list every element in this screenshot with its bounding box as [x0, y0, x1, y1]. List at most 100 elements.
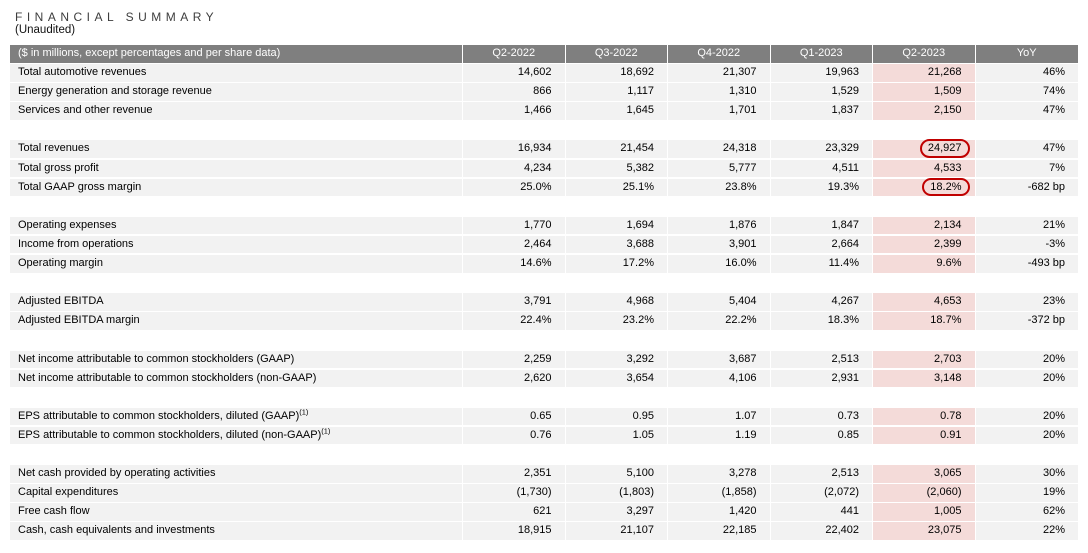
cell-q4-2022: 1,701 [668, 102, 771, 120]
row-label: Services and other revenue [10, 102, 463, 120]
cell-q3-2022: 5,100 [565, 465, 668, 483]
column-header-q2-2023: Q2-2023 [873, 45, 976, 63]
group-spacer [10, 446, 1078, 464]
cell-q1-2023: 441 [770, 503, 873, 521]
column-header-q1-2023: Q1-2023 [770, 45, 873, 63]
cell-q2-2023: 18.7% [873, 312, 976, 330]
table-body: Total automotive revenues 14,602 18,692 21,… [10, 64, 1078, 540]
cell-q4-2022: 4,106 [668, 369, 771, 388]
cell-yoy: -372 bp [975, 312, 1078, 330]
row-label: Net cash provided by operating activitie… [10, 465, 463, 483]
cell-q4-2022: (1,858) [668, 484, 771, 502]
cell-q2-2022: 22.4% [463, 312, 566, 330]
cell-q1-2023: 0.73 [770, 407, 873, 426]
row-label: Energy generation and storage revenue [10, 83, 463, 101]
cell-q4-2022: 1.19 [668, 426, 771, 445]
cell-q2-2022: 2,464 [463, 235, 566, 254]
cell-q1-2023: 4,267 [770, 293, 873, 311]
row-label: Capital expenditures [10, 484, 463, 502]
cell-q1-2023: 1,529 [770, 83, 873, 101]
cell-q3-2022: 25.1% [565, 178, 668, 197]
row-label: Adjusted EBITDA [10, 293, 463, 311]
cell-q2-2023: 2,150 [873, 102, 976, 120]
row-label: Free cash flow [10, 503, 463, 521]
table-row: Total automotive revenues 14,602 18,692 21,… [10, 64, 1078, 82]
cell-yoy: 20% [975, 350, 1078, 368]
row-label: Net income attributable to common stockh… [10, 350, 463, 368]
table-row: Cash, cash equivalents and investments 18… [10, 522, 1078, 540]
cell-q2-2022: 14,602 [463, 64, 566, 82]
page-subtitle: (Unaudited) [15, 24, 76, 36]
cell-q3-2022: 3,688 [565, 235, 668, 254]
cell-q2-2023: 18.2% [873, 177, 976, 197]
cell-q2-2022: 25.0% [463, 178, 566, 197]
cell-q2-2023: 3,148 [873, 369, 976, 388]
financial-summary-table: ($ in millions, except percentages and p… [10, 45, 1078, 541]
cell-yoy: -3% [975, 235, 1078, 254]
cell-q2-2022: 14.6% [463, 255, 566, 273]
cell-q4-2022: 21,307 [668, 64, 771, 82]
cell-yoy: 23% [975, 293, 1078, 311]
table-row: Operating expenses 1,770 1,694 1,876 1,847 2,… [10, 216, 1078, 235]
cell-q3-2022: 17.2% [565, 255, 668, 273]
cell-yoy: 20% [975, 407, 1078, 426]
cell-q3-2022: 4,968 [565, 293, 668, 311]
cell-q2-2023: 2,703 [873, 350, 976, 368]
cell-q2-2022: 3,791 [463, 293, 566, 311]
row-label: Total automotive revenues [10, 64, 463, 82]
column-header-q4-2022: Q4-2022 [668, 45, 771, 63]
table-row: Total gross profit 4,234 5,382 5,777 4,511 4,… [10, 159, 1078, 178]
cell-yoy: 47% [975, 102, 1078, 120]
cell-q3-2022: 3,654 [565, 369, 668, 388]
table-row: Operating margin 14.6% 17.2% 16.0% 11.4% 9.6%… [10, 255, 1078, 273]
group-spacer [10, 274, 1078, 292]
table-row: Income from operations 2,464 3,688 3,901 2,6… [10, 235, 1078, 254]
row-label: Operating margin [10, 255, 463, 273]
cell-q2-2023: 3,065 [873, 465, 976, 483]
cell-q3-2022: 1,645 [565, 102, 668, 120]
column-header-q2-2022: Q2-2022 [463, 45, 566, 63]
cell-yoy: 7% [975, 159, 1078, 178]
cell-q1-2023: 2,664 [770, 235, 873, 254]
cell-q4-2022: 1,876 [668, 216, 771, 235]
cell-q1-2023: 2,513 [770, 465, 873, 483]
cell-yoy: 20% [975, 426, 1078, 445]
row-label: Total gross profit [10, 159, 463, 178]
cell-q3-2022: 21,107 [565, 522, 668, 540]
cell-q1-2023: 22,402 [770, 522, 873, 540]
cell-q3-2022: 0.95 [565, 407, 668, 426]
table-row: Net cash provided by operating activitie… [10, 465, 1078, 483]
cell-q2-2023: 4,533 [873, 159, 976, 178]
cell-q3-2022: 1.05 [565, 426, 668, 445]
row-label: Cash, cash equivalents and investments [10, 522, 463, 540]
cell-q3-2022: 3,292 [565, 350, 668, 368]
cell-q2-2022: 2,620 [463, 369, 566, 388]
table-row: Energy generation and storage revenue 866… [10, 83, 1078, 101]
red-circle-annotation: 24,927 [919, 139, 970, 158]
cell-yoy: 19% [975, 484, 1078, 502]
cell-q1-2023: 23,329 [770, 140, 873, 158]
cell-q2-2022: 18,915 [463, 522, 566, 540]
cell-q1-2023: 19.3% [770, 178, 873, 197]
table-row: Capital expenditures (1,730) (1,803) (1,858… [10, 484, 1078, 502]
table-row: EPS attributable to common stockholders,… [10, 426, 1078, 445]
row-label: EPS attributable to common stockholders,… [10, 407, 463, 426]
cell-q4-2022: 22,185 [668, 522, 771, 540]
cell-q2-2023: (2,060) [873, 484, 976, 502]
red-circle-annotation: 18.2% [922, 177, 970, 197]
cell-q2-2023: 23,075 [873, 522, 976, 540]
cell-yoy: 30% [975, 465, 1078, 483]
table-row: Net income attributable to common stockh… [10, 350, 1078, 368]
cell-yoy: 47% [975, 140, 1078, 158]
cell-yoy: 74% [975, 83, 1078, 101]
row-label: Total GAAP gross margin [10, 178, 463, 197]
cell-q4-2022: 22.2% [668, 312, 771, 330]
cell-q2-2023: 0.78 [873, 407, 976, 426]
cell-q2-2023: 21,268 [873, 64, 976, 82]
cell-q2-2022: 621 [463, 503, 566, 521]
cell-q3-2022: 5,382 [565, 159, 668, 178]
cell-q2-2022: 2,259 [463, 350, 566, 368]
cell-q2-2023: 0.91 [873, 426, 976, 445]
row-label: Total revenues [10, 140, 463, 158]
cell-q1-2023: 2,513 [770, 350, 873, 368]
